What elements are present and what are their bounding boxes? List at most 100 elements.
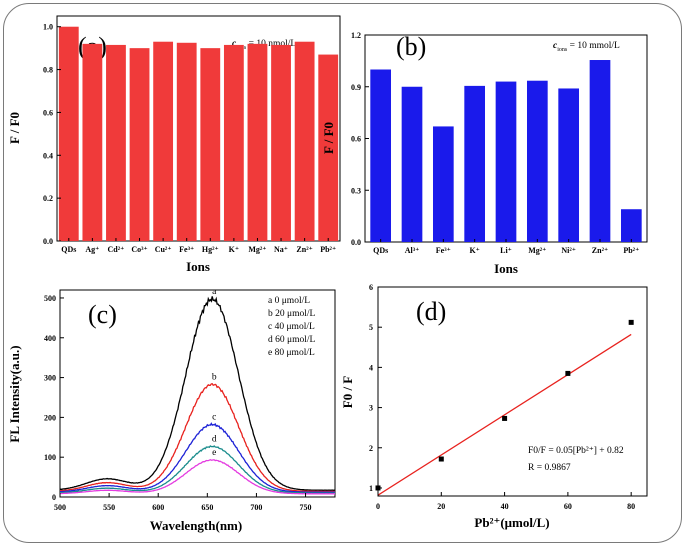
- panel-b-bar-8: [620, 209, 642, 242]
- panel-b-x-tick-label-1: Al³⁺: [405, 246, 420, 255]
- panel-d-point-2: [502, 415, 508, 421]
- panel-b-bar-4: [495, 81, 517, 242]
- panel-c: (c) a b c de a 0 μmol/L b 20 μmol/L c 40 μmol…: [7, 287, 336, 533]
- panel-d-x-axis-label: Pb²⁺(μmol/L): [474, 515, 549, 530]
- panel-a-x-tick-label-4: Cu²⁺: [155, 245, 172, 254]
- panel-c-x-tick-label-3: 650: [201, 503, 213, 512]
- panel-c-x-tick-label-5: 750: [300, 503, 312, 512]
- panel-b-y-axis-label: F / F0: [321, 122, 336, 154]
- panel-a-x-tick-label-6: Hg²⁺: [202, 245, 219, 254]
- panel-d-y-tick-label-0: 1: [369, 484, 373, 493]
- panel-b-x-tick-label-4: Li⁺: [500, 246, 512, 255]
- panel-a-bar-7: [223, 44, 244, 241]
- panel-c-legend-item-2: c 40 μmol/L: [268, 322, 315, 332]
- panel-a-plot-border: [56, 15, 341, 242]
- panel-d-y-tick-label-1: 2: [369, 444, 373, 453]
- panel-c-y-tick-label-3: 300: [44, 374, 56, 383]
- panel-d-x-tick-label-3: 60: [564, 502, 572, 511]
- panel-b-x-axis-label: Ions: [494, 261, 518, 276]
- panel-b-x-tick-label-0: QDs: [373, 246, 388, 255]
- panel-c-curve-label-c: c: [212, 413, 216, 423]
- panel-c-legend-item-4: e 80 μmol/L: [268, 348, 315, 358]
- panel-b: (b) cions = 10 mmol/L 0.0 0.3 0.6 0.9 1.2 QD…: [321, 31, 648, 276]
- panel-a-y-tick-label-3: 0.6: [43, 108, 53, 117]
- panel-a-bars: [58, 26, 339, 242]
- panel-b-x-tick-label-2: Fe³⁺: [436, 246, 451, 255]
- panel-c-legend-item-1: b 20 μmol/L: [268, 309, 316, 319]
- panel-c-legend-item-0: a 0 μmol/L: [268, 296, 310, 306]
- panel-b-y-tick-label-4: 1.2: [351, 31, 361, 40]
- panel-a-y-tick-label-0: 0.0: [43, 237, 53, 246]
- panel-b-x-tick-label-5: Mg²⁺: [528, 246, 546, 255]
- panel-d-x-tick-label-2: 40: [501, 502, 509, 511]
- panel-b-bars: [370, 60, 642, 243]
- panel-d-point-3: [565, 370, 571, 376]
- panel-a-y-tick-label-5: 1.0: [43, 23, 53, 32]
- panel-a-bar-2: [106, 44, 126, 241]
- panel-a-x-tick-label-7: K⁺: [229, 245, 239, 254]
- panel-b-label: (b): [396, 32, 426, 61]
- panel-d-y-tick-label-5: 6: [369, 283, 373, 292]
- panel-a-bar-8: [247, 43, 268, 241]
- panel-a: (a) cions = 10 nmol/L 0.00.20.40.60.81.0…: [7, 15, 341, 274]
- panel-c-x-tick-label-1: 550: [103, 503, 115, 512]
- panel-d-y-tick-label-3: 4: [369, 363, 373, 372]
- panel-c-x-axis-label: Wavelength(nm): [150, 518, 242, 533]
- panel-d-x-tick-label-1: 20: [437, 502, 445, 511]
- panel-d-y-tick-label-4: 5: [369, 323, 373, 332]
- panel-a-x-tick-label-10: Zn²⁺: [296, 245, 312, 254]
- panel-d-x-tick-label-4: 80: [627, 502, 635, 511]
- panel-b-x-tick-label-7: Zn²⁺: [592, 246, 608, 255]
- panel-b-y-tick-label-1: 0.3: [351, 186, 361, 195]
- panel-c-curve-e: [59, 458, 335, 495]
- panel-d-equation: F0/F = 0.05[Pb²⁺] + 0.82: [528, 446, 624, 456]
- panel-a-y-tick-label-4: 0.8: [43, 66, 53, 75]
- panel-d: (d) 1 2 3 4 5 6 0 20 40 60 80 F0/F = 0.05[Pb²⁺] +…: [340, 283, 648, 530]
- panel-a-bar-0: [58, 26, 79, 242]
- panel-d-y-axis-label: F0 / F: [340, 376, 355, 409]
- panel-d-label: (d): [416, 297, 446, 326]
- panel-d-fit-line: [377, 333, 632, 496]
- panel-d-point-4: [628, 319, 634, 325]
- panel-c-legend-item-3: d 60 μmol/L: [268, 335, 316, 345]
- panel-c-curve-label-b: b: [212, 372, 217, 382]
- panel-a-x-tick-label-11: Pb²⁺: [320, 245, 336, 254]
- panel-d-point-1: [438, 456, 444, 462]
- panel-d-y-ticks: 1 2 3 4 5 6: [369, 283, 382, 493]
- panel-a-bar-11: [318, 54, 339, 242]
- panel-b-bar-0: [370, 69, 392, 242]
- panel-b-x-tick-label-6: Ni²⁺: [561, 246, 576, 255]
- panel-d-y-tick-label-2: 3: [369, 404, 373, 413]
- panel-a-bar-5: [176, 42, 197, 242]
- panel-c-y-ticks: 0 100 200 300 400 500: [44, 294, 64, 502]
- panel-c-curve-b: [60, 382, 336, 493]
- panel-c-curve-label-a: a: [212, 287, 217, 297]
- panel-c-x-tick-label-2: 600: [152, 503, 164, 512]
- panel-a-bar-4: [153, 41, 174, 241]
- panel-b-y-tick-label-3: 0.9: [351, 83, 361, 92]
- panel-d-x-ticks: 0 20 40 60 80: [376, 492, 635, 511]
- panel-a-bar-10: [294, 41, 315, 241]
- panel-b-bar-1: [401, 86, 423, 242]
- panel-c-curve-c: [60, 422, 335, 493]
- panel-c-y-tick-label-0: 0: [52, 493, 56, 502]
- panel-c-curves: [59, 296, 336, 495]
- panel-c-x-ticks: 500 550 600 650 700 750: [54, 493, 312, 512]
- panel-b-bar-3: [464, 85, 486, 242]
- panel-a-x-axis-label: Ions: [186, 259, 210, 274]
- panel-c-x-tick-label-4: 700: [250, 503, 262, 512]
- panel-b-bar-2: [432, 126, 454, 242]
- panel-d-x-tick-label-0: 0: [376, 502, 380, 511]
- panel-c-y-tick-label-2: 200: [44, 413, 56, 422]
- panel-a-x-tick-label-8: Mg²⁺: [248, 245, 266, 254]
- panel-a-bar-6: [200, 48, 221, 242]
- panel-a-x-tick-label-1: Ag⁺: [85, 245, 99, 254]
- panel-d-fit-line-group: [377, 333, 632, 496]
- panel-b-y-tick-label-2: 0.6: [351, 135, 361, 144]
- panel-b-annotation: cions = 10 mmol/L: [553, 41, 620, 53]
- panel-c-y-tick-label-5: 500: [44, 294, 56, 303]
- panel-c-plot-border: [59, 289, 336, 498]
- panel-c-y-tick-label-1: 100: [44, 453, 56, 462]
- panel-b-y-tick-label-0: 0.0: [351, 238, 361, 247]
